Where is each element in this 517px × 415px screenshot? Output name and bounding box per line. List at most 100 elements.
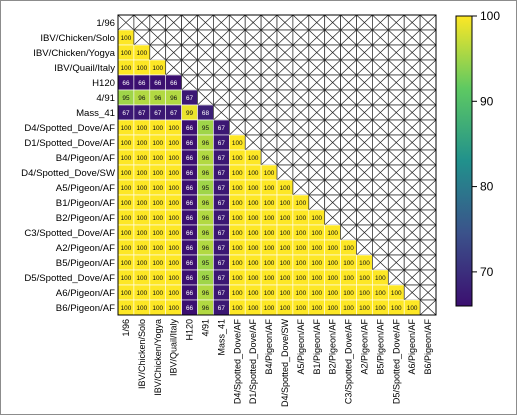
cell-value-label: 100 (137, 65, 148, 72)
cell-value-label: 67 (218, 170, 226, 177)
cell-value-label: 100 (248, 215, 259, 222)
empty-cell-cross (419, 164, 437, 181)
cell-value-label: 100 (168, 260, 179, 267)
cell-value-label: 100 (121, 215, 132, 222)
empty-cell-cross (324, 74, 341, 91)
empty-cell-cross (244, 59, 262, 76)
cell-value-label: 66 (186, 140, 194, 147)
empty-cell-cross (213, 74, 230, 91)
cell-value-label: 100 (232, 140, 243, 147)
cell-value-label: 96 (202, 140, 210, 147)
empty-cell-cross (403, 134, 421, 151)
cell-value-label: 66 (186, 230, 194, 237)
empty-cell-cross (197, 89, 214, 106)
empty-cell-cross (324, 119, 341, 136)
cell-value-label: 100 (327, 260, 338, 267)
cell-value-label: 67 (170, 110, 178, 117)
cell-value-label: 100 (152, 290, 163, 297)
empty-cell-cross (324, 209, 341, 226)
colorbar-tick-label: 80 (480, 180, 494, 194)
cell-value-label: 67 (218, 140, 226, 147)
empty-cell-cross (244, 14, 262, 31)
empty-cell-cross (403, 59, 421, 76)
cell-value-label: 100 (375, 290, 386, 297)
empty-cell-cross (340, 224, 357, 241)
cell-value-label: 100 (232, 215, 243, 222)
cell-value-label: 66 (186, 215, 194, 222)
cell-value-label: 100 (296, 245, 307, 252)
empty-cell-cross (372, 194, 389, 211)
empty-cell-cross (229, 104, 246, 121)
empty-cell-cross (181, 44, 198, 61)
cell-value-label: 100 (391, 290, 402, 297)
cell-value-label: 100 (152, 215, 163, 222)
cell-value-label: 67 (122, 110, 130, 117)
cell-value-label: 100 (168, 185, 179, 192)
cell-value-label: 67 (218, 185, 226, 192)
empty-cell-cross (213, 104, 230, 121)
cell-value-label: 100 (280, 305, 291, 312)
empty-cell-cross (419, 194, 437, 211)
empty-cell-cross (244, 89, 262, 106)
cell-value-label: 100 (280, 275, 291, 282)
cell-value-label: 100 (359, 260, 370, 267)
row-label: A5/Pigeon/AF (56, 183, 115, 194)
cell-value-label: 100 (232, 260, 243, 267)
empty-cell-cross (388, 44, 405, 61)
cell-value-label: 100 (121, 230, 132, 237)
row-label: IBV/Chicken/Yogya (33, 48, 115, 59)
cell-value-label: 100 (248, 200, 259, 207)
empty-cell-cross (260, 59, 278, 76)
empty-cell-cross (372, 224, 389, 241)
empty-cell-cross (308, 104, 325, 121)
empty-cell-cross (260, 119, 278, 136)
empty-cell-cross (133, 14, 151, 31)
row-label: IBV/Chicken/Solo (40, 33, 115, 44)
empty-cell-cross (356, 194, 373, 211)
cell-value-label: 100 (121, 50, 132, 57)
empty-cell-cross (356, 179, 373, 196)
empty-cell-cross (403, 164, 421, 181)
cell-value-label: 100 (327, 275, 338, 282)
empty-cell-cross (197, 14, 214, 31)
cell-value-label: 100 (264, 200, 275, 207)
empty-cell-cross (229, 29, 246, 46)
empty-cell-cross (403, 149, 421, 166)
cell-value-label: 100 (280, 215, 291, 222)
cell-value-label: 67 (218, 290, 226, 297)
empty-cell-cross (388, 104, 405, 121)
cell-value-label: 100 (137, 140, 148, 147)
empty-cell-cross (388, 254, 405, 271)
cell-value-label: 100 (264, 290, 275, 297)
empty-cell-cross (403, 29, 421, 46)
empty-cell-cross (372, 164, 389, 181)
cell-value-label: 100 (137, 215, 148, 222)
empty-cell-cross (165, 29, 182, 46)
cell-value-label: 100 (311, 215, 322, 222)
empty-cell-cross (260, 89, 278, 106)
cell-value-label: 100 (296, 200, 307, 207)
cell-value-label: 100 (168, 200, 179, 207)
cell-value-label: 100 (137, 290, 148, 297)
empty-cell-cross (308, 134, 325, 151)
cell-value-label: 100 (137, 305, 148, 312)
row-labels: 1/96 IBV/Chicken/Solo IBV/Chicken/Yogya IBV… (21, 18, 116, 314)
empty-cell-cross (419, 104, 437, 121)
empty-cell-cross (388, 59, 405, 76)
cell-value-label: 100 (121, 275, 132, 282)
empty-cell-cross (403, 224, 421, 241)
cell-value-label: 100 (137, 230, 148, 237)
empty-cell-cross (419, 224, 437, 241)
cell-value-label: 95 (202, 125, 210, 132)
empty-cell-cross (340, 104, 357, 121)
cell-value-label: 100 (359, 290, 370, 297)
cell-value-label: 100 (327, 245, 338, 252)
empty-cell-cross (308, 149, 325, 166)
cell-value-label: 67 (218, 155, 226, 162)
empty-cell-cross (324, 89, 341, 106)
empty-cell-cross (403, 119, 421, 136)
column-label: B5/Pigeon/AF (375, 319, 385, 375)
empty-cell-cross (388, 209, 405, 226)
cell-value-label: 100 (311, 275, 322, 282)
empty-cell-cross (372, 29, 389, 46)
